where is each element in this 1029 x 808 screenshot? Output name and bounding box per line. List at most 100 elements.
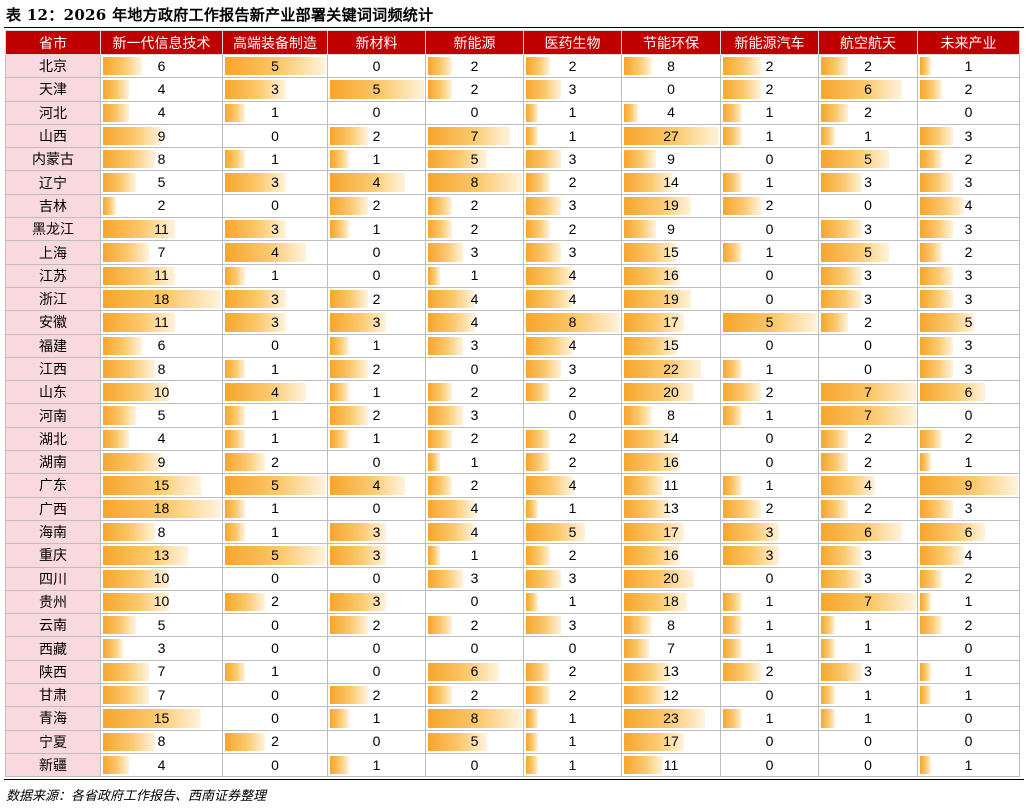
value-cell: 2 <box>818 310 918 335</box>
data-bar <box>723 499 761 518</box>
data-bar <box>103 243 149 262</box>
value-number: 2 <box>470 476 479 493</box>
value-cell: 12 <box>621 683 721 708</box>
data-bar <box>428 429 452 449</box>
value-cell: 1 <box>720 356 819 382</box>
value-cell: 2 <box>100 193 223 219</box>
data-bar <box>428 126 510 146</box>
table-row: 西藏 3 0 0 0 0 7 1 1 0 <box>5 636 1020 661</box>
value-number: 2 <box>372 407 381 424</box>
table-row: 湖北 4 1 1 2 2 14 0 2 2 <box>5 426 1020 452</box>
data-bar <box>624 220 656 239</box>
value-number: 5 <box>271 546 279 563</box>
value-cell: 3 <box>523 613 622 638</box>
data-bar <box>920 429 942 449</box>
value-number: 11 <box>663 756 679 773</box>
data-bar <box>624 639 649 658</box>
data-bar <box>428 732 487 751</box>
data-bar <box>624 453 680 472</box>
value-number: 1 <box>271 500 279 517</box>
data-bar <box>821 103 848 122</box>
value-number: 4 <box>568 476 577 493</box>
value-number: 0 <box>964 709 973 726</box>
value-cell: 0 <box>327 450 426 475</box>
value-cell: 1 <box>222 426 328 452</box>
value-number: 4 <box>568 337 577 354</box>
value-number: 5 <box>372 80 381 97</box>
data-bar <box>920 662 931 682</box>
data-bar <box>723 639 742 658</box>
value-number: 1 <box>765 593 774 610</box>
value-cell: 2 <box>917 240 1020 265</box>
value-number: 2 <box>765 383 774 400</box>
data-bar <box>225 359 245 379</box>
value-cell: 1 <box>720 403 819 428</box>
value-number: 0 <box>271 127 279 144</box>
data-bar <box>428 686 452 705</box>
data-bar <box>428 453 440 472</box>
value-cell: 7 <box>818 589 918 615</box>
value-number: 5 <box>864 150 872 167</box>
value-number: 17 <box>663 523 679 540</box>
value-number: 2 <box>372 616 381 633</box>
data-bar <box>920 313 974 332</box>
value-cell: 4 <box>327 170 426 195</box>
value-number: 0 <box>765 290 774 307</box>
value-number: 3 <box>568 360 577 377</box>
value-number: 3 <box>372 593 381 610</box>
value-number: 0 <box>964 407 973 424</box>
value-cell: 1 <box>327 333 426 358</box>
value-number: 1 <box>765 127 774 144</box>
data-bar <box>103 383 169 402</box>
value-number: 4 <box>964 197 973 214</box>
value-cell: 0 <box>425 100 524 125</box>
value-number: 0 <box>864 733 872 750</box>
value-number: 6 <box>157 337 166 354</box>
value-cell: 5 <box>425 729 524 754</box>
value-number: 3 <box>372 546 381 563</box>
table-row: 辽宁 5 3 4 8 2 14 1 3 3 <box>5 170 1020 195</box>
data-bar <box>428 662 499 682</box>
value-number: 3 <box>964 360 973 377</box>
data-bar <box>920 522 985 542</box>
data-bar <box>526 243 561 262</box>
value-number: 2 <box>568 663 577 680</box>
value-cell: 3 <box>818 659 918 685</box>
value-number: 2 <box>470 57 479 74</box>
data-bar <box>428 173 522 192</box>
value-number: 23 <box>663 709 679 726</box>
data-bar <box>526 103 538 122</box>
table-row: 海南 8 1 3 4 5 17 3 6 6 <box>5 519 1020 545</box>
value-number: 0 <box>964 733 973 750</box>
value-cell: 4 <box>523 333 622 358</box>
value-number: 15 <box>663 244 679 261</box>
value-cell: 3 <box>425 403 524 428</box>
data-bar <box>225 476 326 495</box>
province-cell: 福建 <box>5 333 101 358</box>
top-rule <box>4 27 1024 28</box>
value-cell: 1 <box>818 123 918 149</box>
value-cell: 1 <box>917 683 1020 708</box>
data-bar <box>103 639 123 658</box>
value-number: 3 <box>271 290 279 307</box>
value-cell: 16 <box>621 450 721 475</box>
value-cell: 5 <box>818 147 918 172</box>
data-bar <box>526 592 538 612</box>
value-number: 1 <box>765 407 774 424</box>
value-cell: 1 <box>818 636 918 661</box>
table-row: 广西 18 1 0 4 1 13 2 2 3 <box>5 496 1020 521</box>
value-cell: 0 <box>327 636 426 661</box>
value-cell: 0 <box>818 729 918 754</box>
header-column: 高端装备制造 <box>222 30 328 55</box>
data-bar <box>526 429 550 449</box>
data-bar <box>526 616 561 635</box>
data-bar <box>526 196 561 216</box>
data-bar <box>920 220 953 239</box>
value-number: 1 <box>765 640 774 657</box>
value-cell: 18 <box>100 286 223 312</box>
value-number: 3 <box>864 174 872 191</box>
data-bar <box>428 80 452 99</box>
value-cell: 2 <box>523 53 622 79</box>
value-cell: 2 <box>917 77 1020 102</box>
value-number: 0 <box>372 570 381 587</box>
